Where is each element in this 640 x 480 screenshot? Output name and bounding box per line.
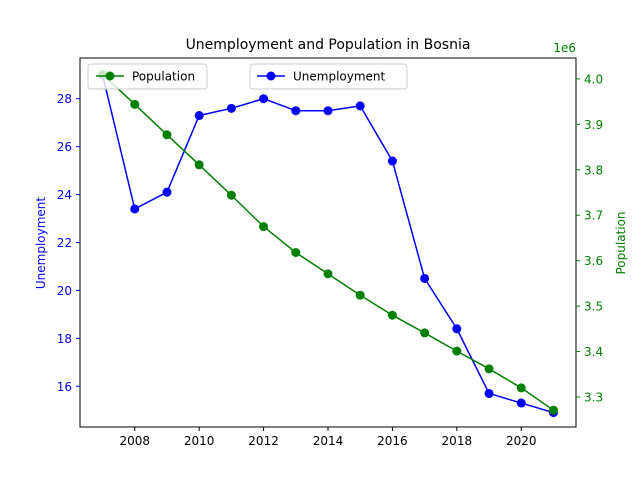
unemployment-point-2017: [420, 273, 430, 283]
left-tick-label-28: 28: [57, 92, 72, 106]
x-tick-label-2016: 2016: [377, 434, 408, 448]
right-tick-label-4: 4.0: [584, 72, 603, 86]
population-point-2008: [130, 99, 140, 109]
population-point-2017: [420, 328, 430, 338]
right-tick-label-3.4: 3.4: [584, 345, 603, 359]
legend-population-box: [87, 63, 208, 90]
population-point-2016: [387, 310, 397, 320]
left-tick-label-18: 18: [57, 332, 72, 346]
right-tick-label-3.9: 3.9: [584, 118, 603, 132]
right-tick-label-3.5: 3.5: [584, 300, 603, 314]
right-tick-label-3.7: 3.7: [584, 209, 603, 223]
right-tick-label-3.8: 3.8: [584, 163, 603, 177]
x-tick-label-2018: 2018: [442, 434, 473, 448]
unemployment-point-2014: [323, 106, 333, 116]
left-tick-label-16: 16: [57, 380, 72, 394]
unemployment-point-2010: [194, 111, 204, 121]
unemployment-point-2013: [291, 106, 301, 116]
right-tick-label-3.6: 3.6: [584, 254, 603, 268]
unemployment-point-2018: [452, 324, 462, 334]
population-point-2018: [452, 346, 462, 356]
unemployment-point-2019: [484, 388, 494, 398]
legend-population: Population: [87, 63, 208, 90]
unemployment-point-2011: [226, 103, 236, 113]
legend-unemployment: Unemployment: [249, 63, 408, 90]
x-tick-label-2008: 2008: [119, 434, 150, 448]
population-point-2014: [323, 269, 333, 279]
unemployment-point-2016: [387, 156, 397, 166]
left-tick-label-26: 26: [57, 140, 72, 154]
right-axis-offset-text: 1e6: [553, 41, 576, 55]
x-tick-label-2020: 2020: [506, 434, 537, 448]
unemployment-point-2009: [162, 187, 172, 197]
left-tick-label-24: 24: [57, 188, 72, 202]
population-point-2013: [291, 247, 301, 257]
population-point-2015: [355, 290, 365, 300]
population-point-2019: [484, 364, 494, 374]
right-tick-label-3.3: 3.3: [584, 391, 603, 405]
population-point-2011: [226, 190, 236, 200]
legend-unemployment-marker: [266, 71, 276, 81]
left-axis-title: Unemployment: [34, 197, 48, 290]
population-point-2009: [162, 130, 172, 140]
unemployment-point-2015: [355, 101, 365, 111]
x-tick-label-2010: 2010: [184, 434, 215, 448]
left-tick-label-20: 20: [57, 284, 72, 298]
legend-population-marker: [105, 71, 115, 81]
legend-unemployment-label: Unemployment: [293, 70, 386, 84]
population-point-2010: [194, 160, 204, 170]
unemployment-point-2012: [259, 94, 269, 104]
population-point-2021: [548, 405, 558, 415]
population-point-2012: [259, 222, 269, 232]
x-tick-label-2012: 2012: [248, 434, 279, 448]
population-point-2020: [516, 383, 526, 393]
right-axis-title: Population: [614, 211, 628, 274]
legend-unemployment-box: [249, 63, 408, 90]
chart-title: Unemployment and Population in Bosnia: [186, 37, 471, 53]
left-tick-label-22: 22: [57, 236, 72, 250]
unemployment-point-2020: [516, 398, 526, 408]
legend-population-label: Population: [132, 70, 195, 84]
x-tick-label-2014: 2014: [313, 434, 344, 448]
unemployment-point-2008: [130, 204, 140, 214]
